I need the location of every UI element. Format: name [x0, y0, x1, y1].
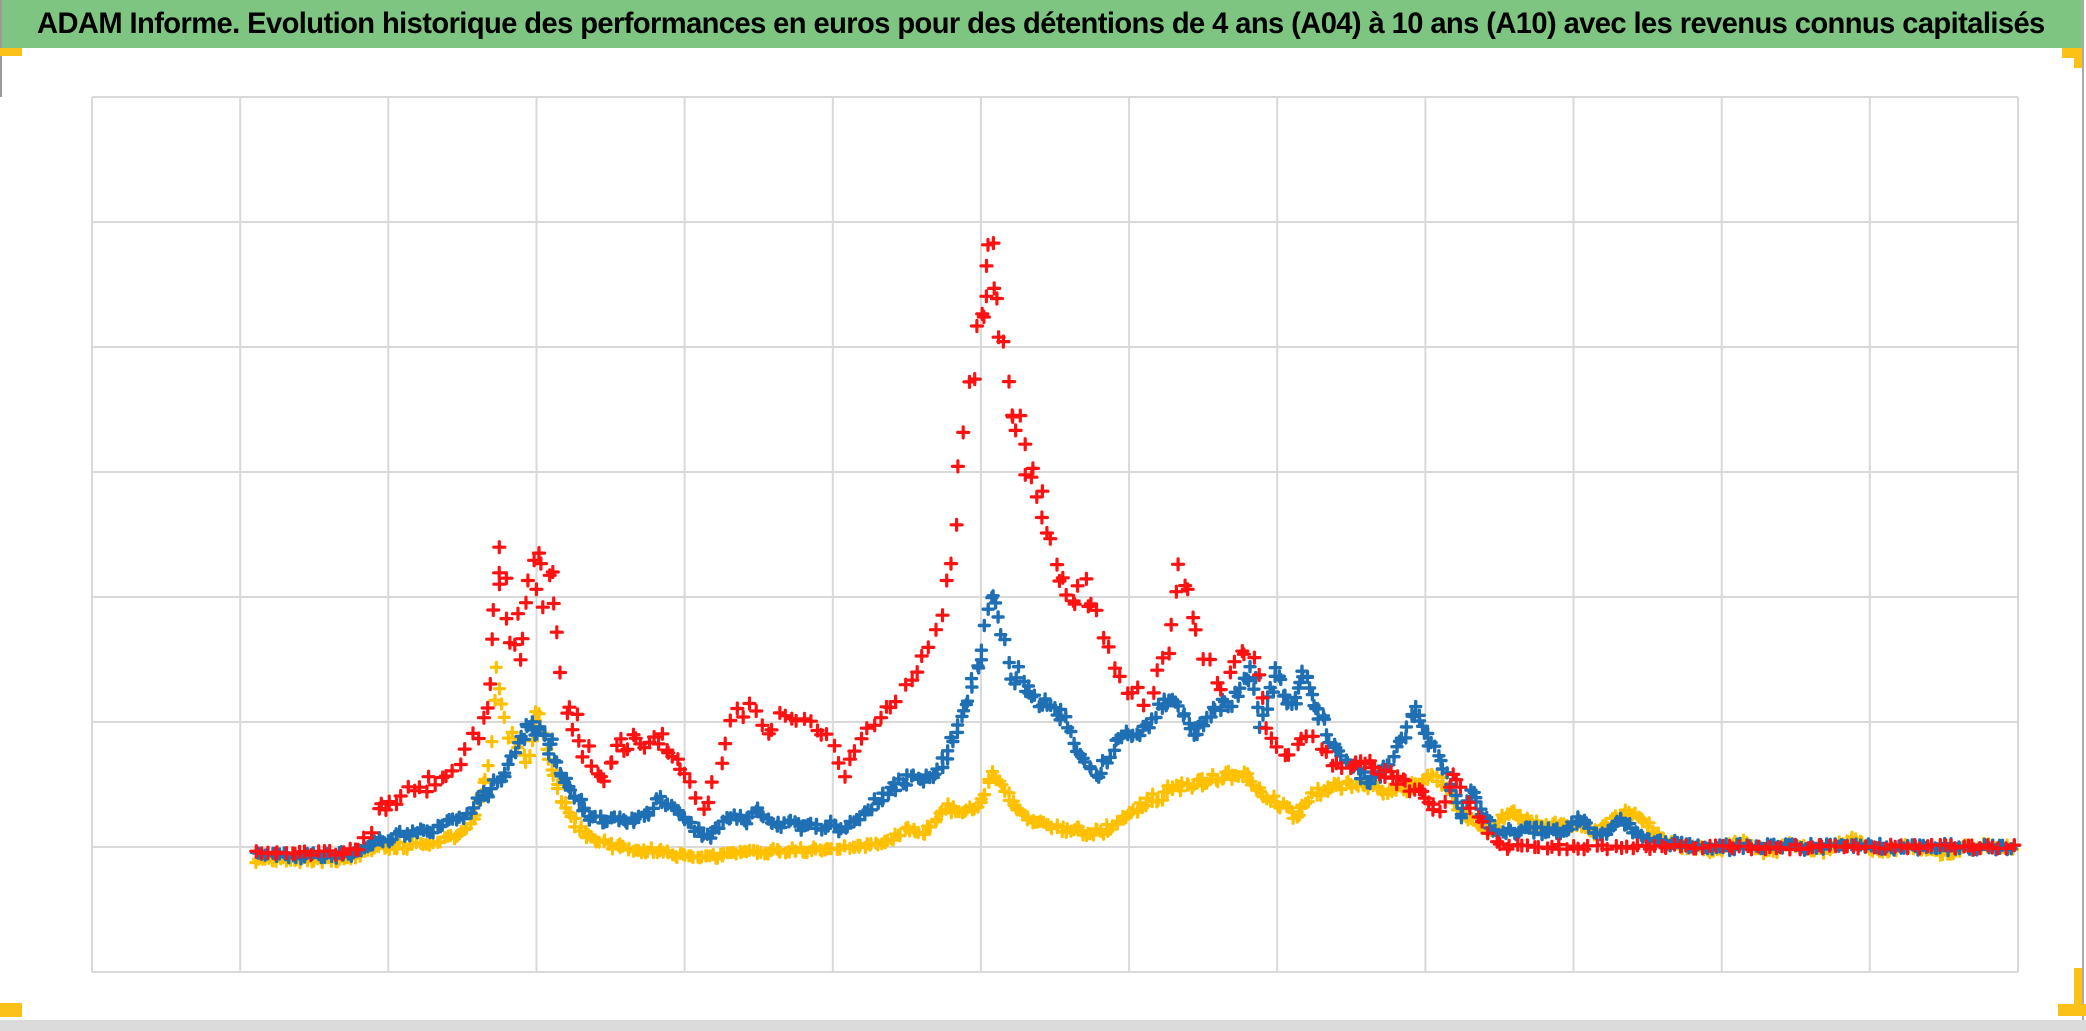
selection-handle-top-right-v[interactable] — [2074, 48, 2082, 68]
selection-handle-top-left[interactable] — [0, 48, 22, 56]
blue-series — [249, 589, 2021, 866]
selection-handle-bottom-right-v[interactable] — [2074, 968, 2082, 1014]
selection-handle-bottom-right-h[interactable] — [2058, 1004, 2086, 1016]
selection-handle-top-right-h[interactable] — [2062, 48, 2082, 58]
title-bar: ADAM Informe. Evolution historique des p… — [0, 0, 2082, 48]
selection-handle-bottom-left[interactable] — [0, 1003, 22, 1017]
right-edge-line — [2082, 0, 2084, 1031]
gridlines — [91, 96, 2019, 973]
page-title: ADAM Informe. Evolution historique des p… — [37, 7, 2045, 40]
scatter-series — [249, 236, 2022, 870]
bottom-status-strip — [0, 1020, 2086, 1031]
red-series — [249, 236, 2022, 863]
